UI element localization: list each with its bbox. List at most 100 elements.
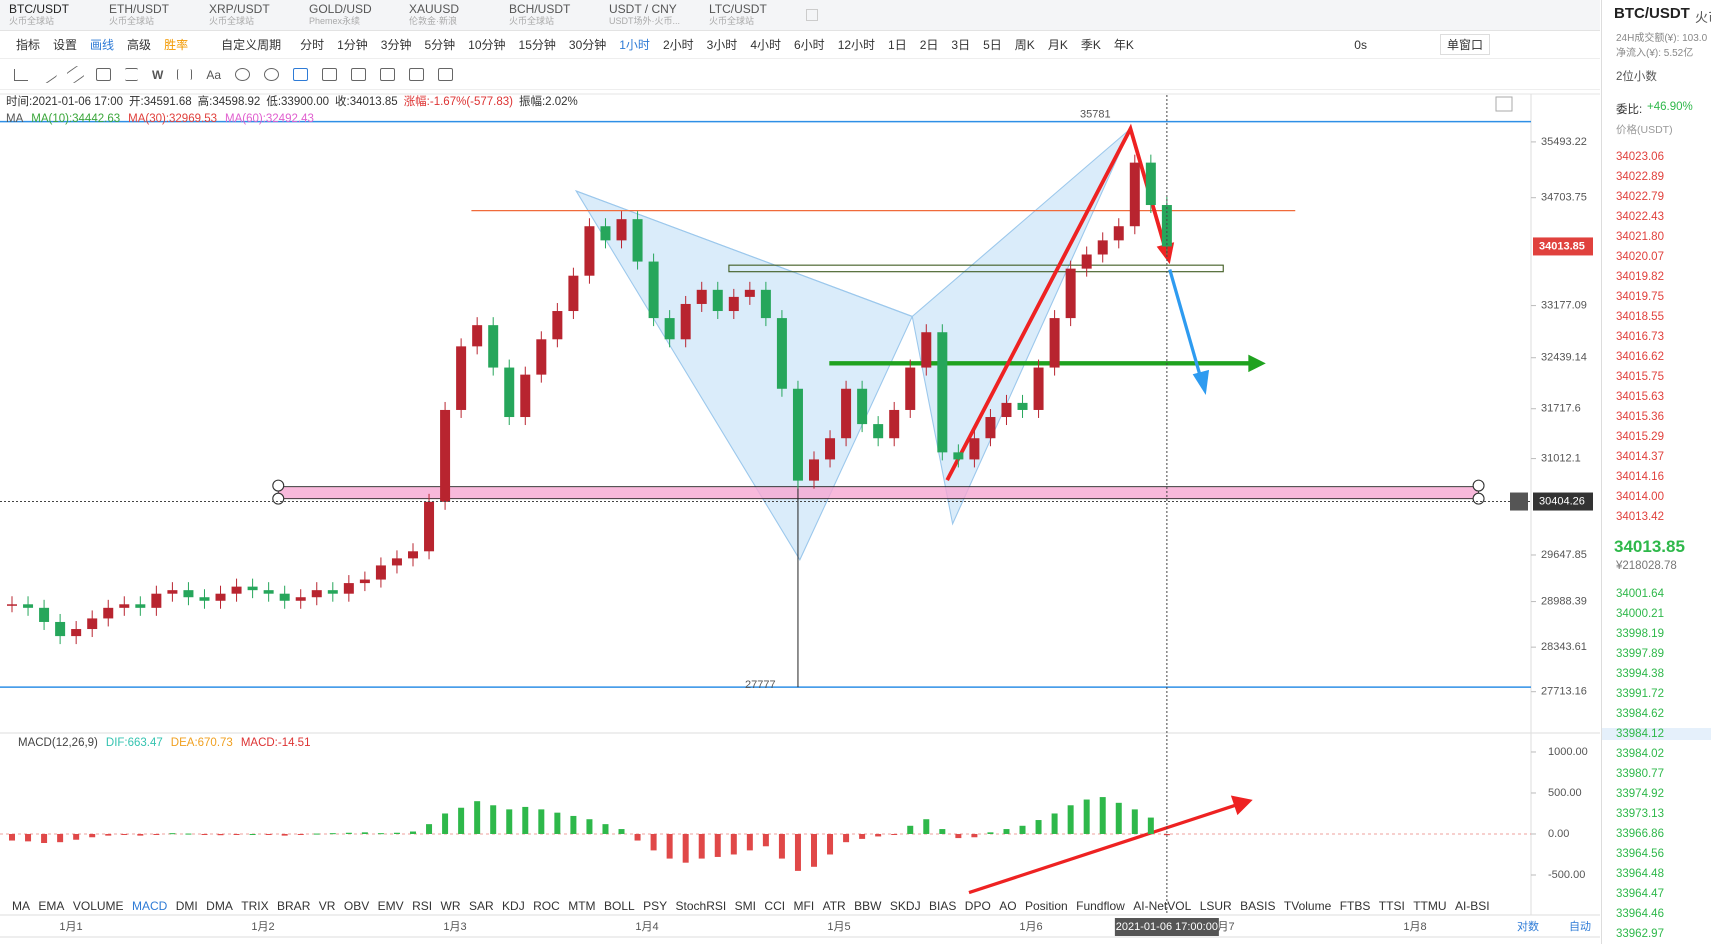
indicator-tab[interactable]: BRAR [277, 899, 311, 913]
fib-tool[interactable] [125, 68, 138, 81]
auto-toggle[interactable]: 自动 [1569, 920, 1591, 933]
period-button[interactable]: 3日 [951, 38, 971, 52]
indicator-tab[interactable]: StochRSI [675, 899, 727, 913]
symbol-tab[interactable]: BCH/USDT 火币全球站 [500, 3, 600, 27]
indicator-tab[interactable]: BIAS [929, 899, 957, 913]
candle [857, 388, 868, 425]
period-button[interactable]: 季K [1080, 38, 1101, 52]
indicator-tab[interactable]: MACD [131, 899, 168, 913]
symbol-tab[interactable]: LTC/USDT 火币全球站 [700, 3, 800, 27]
last-price-label: 34013.85 [1539, 240, 1585, 252]
symbol-tab[interactable]: USDT / CNY USDT场外·火币... [600, 3, 700, 27]
indicator-tab[interactable]: BOLL [603, 899, 635, 913]
period-button[interactable]: 年K [1113, 38, 1134, 52]
period-button[interactable]: 6小时 [794, 38, 825, 52]
add-tab[interactable] [806, 9, 818, 21]
period-button[interactable]: 4小时 [750, 38, 781, 52]
period-button[interactable]: 3分钟 [380, 38, 412, 52]
indicator-tab[interactable]: Fundflow [1076, 899, 1125, 913]
symbol-tab[interactable]: XRP/USDT 火币全球站 [200, 3, 300, 27]
wave-tool[interactable]: W [152, 67, 164, 82]
period-button[interactable]: 2日 [919, 38, 939, 52]
symbol-tab[interactable]: ETH/USDT 火币全球站 [100, 3, 200, 27]
indicator-tab[interactable]: MFI [793, 899, 815, 913]
indicator-tab[interactable]: DMA [206, 899, 233, 913]
rect-tool[interactable] [96, 68, 111, 81]
window-mode[interactable]: 单窗口 [1439, 34, 1490, 55]
period-button[interactable]: 3小时 [706, 38, 738, 52]
period-menu[interactable]: 自定义周期 [221, 38, 282, 52]
period-button[interactable]: 1分钟 [337, 38, 368, 52]
copy-tool[interactable] [380, 68, 396, 81]
period-button[interactable]: 5日 [983, 38, 1002, 52]
indicator-tab[interactable]: TTMU [1413, 899, 1447, 913]
symbol-tab[interactable]: BTC/USDT 火币全球站 [0, 3, 100, 27]
indicator-tab[interactable]: Position [1025, 899, 1068, 913]
symbol-tab[interactable]: XAUUSD 伦敦金·新浪 [400, 3, 500, 27]
side-text: 34020.07 [1616, 251, 1664, 263]
indicator-tab[interactable]: SMI [734, 899, 756, 913]
indicator-tab[interactable]: MA [12, 899, 30, 913]
period-button[interactable]: 2小时 [662, 38, 694, 52]
channel-tool[interactable] [66, 65, 85, 84]
indicator-tab[interactable]: LSUR [1199, 899, 1232, 913]
pattern-tool[interactable] [322, 68, 338, 81]
period-button[interactable]: 分时 [300, 38, 325, 52]
indicator-tab[interactable]: ROC [533, 899, 560, 913]
indicator-tab[interactable]: AI-NetVOL [1133, 899, 1192, 913]
indicator-tab[interactable]: KDJ [502, 899, 525, 913]
indicator-tab[interactable]: CCI [764, 899, 786, 913]
symbol-tab[interactable]: GOLD/USD Phemex永续 [300, 3, 400, 27]
indicator-tab[interactable]: SKDJ [889, 899, 921, 913]
indicator-tab[interactable]: MTM [568, 899, 596, 913]
period-button[interactable]: 10分钟 [468, 38, 506, 52]
period-button[interactable]: 5分钟 [424, 38, 456, 52]
text-tool[interactable]: Aa [206, 67, 222, 82]
period-button[interactable]: 月K [1047, 38, 1068, 52]
indicator-tab[interactable]: WR [440, 899, 461, 913]
indicator-tab[interactable]: TRIX [241, 899, 269, 913]
period-button[interactable]: 15分钟 [518, 38, 556, 52]
indicator-tab[interactable]: ATR [822, 899, 846, 913]
candle [825, 438, 836, 460]
indicator-tab[interactable]: DMI [175, 899, 198, 913]
log-toggle[interactable]: 对数 [1517, 919, 1539, 933]
period-button[interactable]: 周K [1014, 38, 1035, 52]
indicator-tab[interactable]: SAR [468, 899, 494, 913]
line-tool[interactable] [39, 65, 58, 84]
delete-tool[interactable] [438, 68, 454, 81]
tool-button[interactable]: 高级 [127, 38, 152, 52]
indicator-tab[interactable]: TVolume [1283, 899, 1332, 913]
indicator-tab[interactable]: VR [318, 899, 336, 913]
tool-button[interactable]: 指标 [16, 38, 41, 52]
indicator-tab[interactable]: AI-BSI [1454, 899, 1490, 913]
indicator-tab[interactable]: AO [999, 899, 1017, 913]
crosshair-tool[interactable] [14, 68, 28, 81]
period-button[interactable]: 30分钟 [568, 38, 607, 52]
measure-tool[interactable] [177, 69, 193, 80]
period-button[interactable]: 1日 [888, 38, 907, 52]
brush-tool[interactable] [235, 68, 251, 81]
indicator-tab[interactable]: RSI [412, 899, 433, 913]
indicator-tab[interactable]: EMV [377, 899, 404, 913]
indicator-tab[interactable]: BASIS [1240, 899, 1276, 913]
tool-button[interactable]: 画线 [90, 38, 115, 52]
indicator-tab[interactable]: VOLUME [72, 899, 124, 913]
side-text: +46.90% [1647, 101, 1693, 113]
tool-button[interactable]: 设置 [53, 38, 78, 52]
tool-button[interactable]: 胜率 [164, 38, 189, 52]
indicator-tab[interactable]: FTBS [1339, 899, 1371, 913]
indicator-tab[interactable]: PSY [643, 899, 668, 913]
period-button[interactable]: 1小时 [619, 38, 650, 52]
indicator-tab[interactable]: OBV [343, 899, 370, 913]
indicator-tab[interactable]: BBW [854, 899, 882, 913]
lock-tool[interactable] [351, 68, 367, 81]
indicator-tab[interactable]: TTSI [1378, 899, 1405, 913]
indicator-tab[interactable]: DPO [964, 899, 991, 913]
indicator-tab[interactable]: EMA [38, 899, 65, 913]
ruler-tool[interactable] [264, 68, 280, 81]
pen-tool[interactable] [293, 68, 309, 81]
hide-tool[interactable] [409, 68, 425, 81]
period-button[interactable]: 12小时 [837, 38, 876, 52]
side-text: 33964.46 [1616, 908, 1664, 920]
